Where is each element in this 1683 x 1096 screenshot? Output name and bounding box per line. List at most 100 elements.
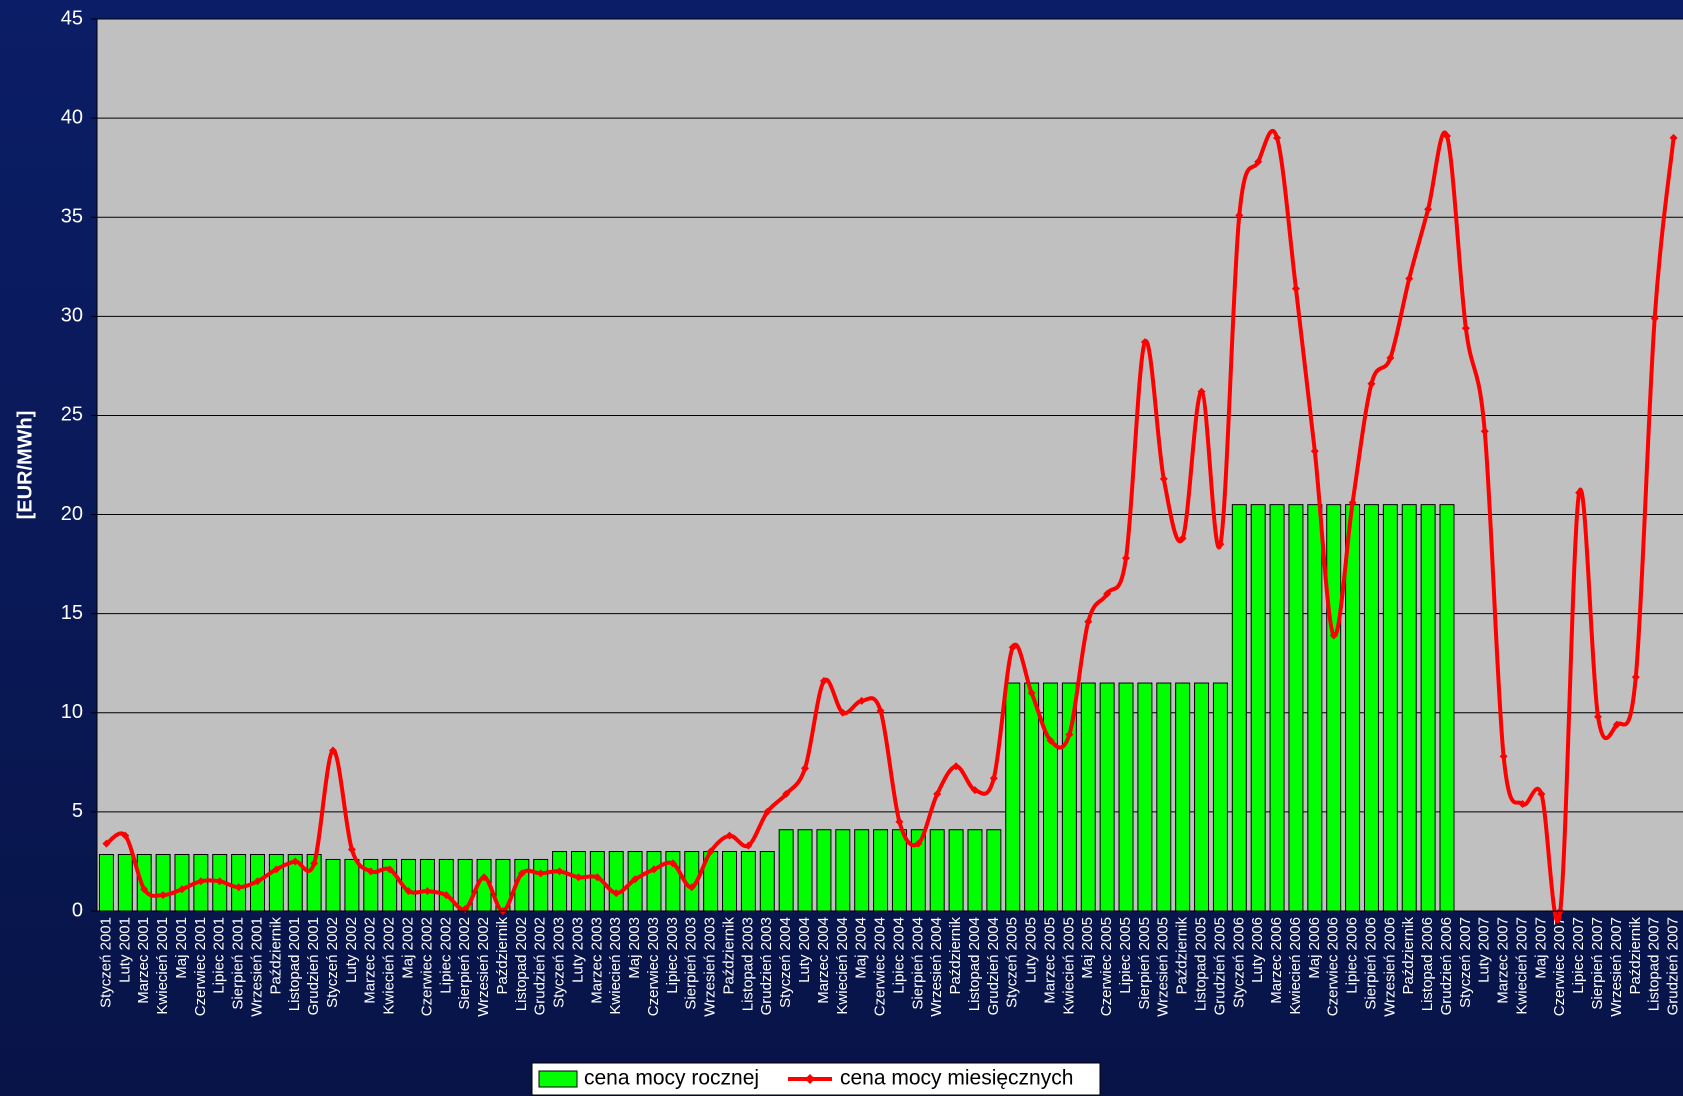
x-tick-label: Kwiecień 2002 <box>381 917 398 1015</box>
marker <box>1065 730 1074 739</box>
marker <box>177 885 186 894</box>
marker <box>1273 133 1282 142</box>
marker <box>1612 720 1621 729</box>
bar <box>1212 682 1228 912</box>
x-tick-label: Styczeń 2007 <box>1457 917 1474 1008</box>
bar <box>778 829 794 912</box>
marker <box>196 877 205 886</box>
marker <box>970 786 979 795</box>
x-tick-label: Sierpień 2007 <box>1589 917 1606 1010</box>
marker <box>782 790 791 799</box>
y-axis-label: [EUR/MWh] <box>14 411 36 520</box>
x-tick-label: Styczeń 2002 <box>324 917 341 1008</box>
x-tick-label: Sierpień 2004 <box>909 917 926 1010</box>
marker <box>744 841 753 850</box>
x-tick-label: Lipiec 2005 <box>1117 917 1134 994</box>
marker <box>725 831 734 840</box>
bar <box>1345 504 1361 912</box>
legend <box>531 1062 1101 1096</box>
x-tick-label: Czerwiec 2001 <box>192 917 209 1016</box>
bar <box>1118 682 1134 912</box>
x-tick-label: Marzec 2007 <box>1495 917 1512 1004</box>
legend-swatch <box>538 1070 578 1088</box>
marker <box>215 877 224 886</box>
x-tick-label: Wrzesień 2007 <box>1608 917 1625 1017</box>
legend-label: cena mocy miesięcznych <box>840 1067 1073 1090</box>
bar <box>1288 504 1304 912</box>
marker <box>517 869 526 878</box>
marker <box>1499 752 1508 761</box>
bar <box>891 829 907 912</box>
marker <box>895 817 904 826</box>
marker <box>763 807 772 816</box>
x-tick-label: Maj 2006 <box>1306 917 1323 979</box>
x-tick-label: Maj 2007 <box>1532 917 1549 979</box>
marker <box>668 859 677 868</box>
x-tick-label: Lipiec 2001 <box>211 917 228 994</box>
x-tick-label: Luty 2005 <box>1023 917 1040 983</box>
bar <box>1326 504 1342 912</box>
x-tick-label: Wrzesień 2001 <box>248 917 265 1017</box>
x-tick-label: Listopad 2006 <box>1419 917 1436 1011</box>
x-tick-label: Grudzień 2006 <box>1438 917 1455 1015</box>
x-tick-label: Wrzesień 2004 <box>928 917 945 1017</box>
x-tick-label: Marzec 2005 <box>1041 917 1058 1004</box>
marker <box>593 873 602 882</box>
bar <box>759 851 775 912</box>
marker <box>838 708 847 717</box>
bar <box>98 854 114 912</box>
marker <box>649 865 658 874</box>
y-tick-label: 35 <box>61 206 83 228</box>
marker <box>1291 284 1300 293</box>
marker <box>1405 274 1414 283</box>
bar <box>117 854 133 912</box>
marker <box>310 859 319 868</box>
marker <box>272 865 281 874</box>
y-tick-label: 15 <box>61 602 83 624</box>
marker <box>1027 688 1036 697</box>
bar <box>1382 504 1398 912</box>
marker <box>140 885 149 894</box>
bar <box>873 829 889 912</box>
x-tick-label: Wrzesień 2003 <box>702 917 719 1017</box>
x-tick-label: Maj 2003 <box>626 917 643 979</box>
marker <box>1254 157 1263 166</box>
x-tick-label: Czerwiec 2002 <box>418 917 435 1016</box>
marker <box>1329 631 1338 640</box>
marker <box>1103 589 1112 598</box>
marker <box>1197 387 1206 396</box>
bar <box>1307 504 1323 912</box>
bar <box>967 829 983 912</box>
bar <box>740 851 756 912</box>
bar <box>1269 504 1285 912</box>
x-tick-label: Maj 2005 <box>1079 917 1096 979</box>
x-tick-label: Listopad 2005 <box>1193 917 1210 1011</box>
x-tick-label: Grudzień 2003 <box>758 917 775 1015</box>
marker <box>952 762 961 771</box>
marker <box>329 746 338 755</box>
y-tick-label: 20 <box>61 503 83 525</box>
marker <box>876 706 885 715</box>
bar <box>1024 682 1040 912</box>
bar <box>533 858 549 912</box>
bar <box>948 829 964 912</box>
marker <box>914 839 923 848</box>
marker <box>1631 673 1640 682</box>
x-tick-label: Maj 2001 <box>173 917 190 979</box>
marker <box>234 883 243 892</box>
marker <box>1310 447 1319 456</box>
x-tick-label: Grudzień 2002 <box>532 917 549 1015</box>
marker <box>366 867 375 876</box>
x-tick-label: Czerwiec 2005 <box>1098 917 1115 1016</box>
x-tick-label: Wrzesień 2006 <box>1381 917 1398 1017</box>
bar <box>1005 682 1021 912</box>
marker <box>631 875 640 884</box>
y-tick-label: 25 <box>61 404 83 426</box>
marker <box>102 839 111 848</box>
x-tick-label: Styczeń 2005 <box>1004 917 1021 1008</box>
bar <box>325 858 341 912</box>
bar <box>155 854 171 912</box>
marker <box>480 873 489 882</box>
bar <box>835 829 851 912</box>
marker <box>253 877 262 886</box>
